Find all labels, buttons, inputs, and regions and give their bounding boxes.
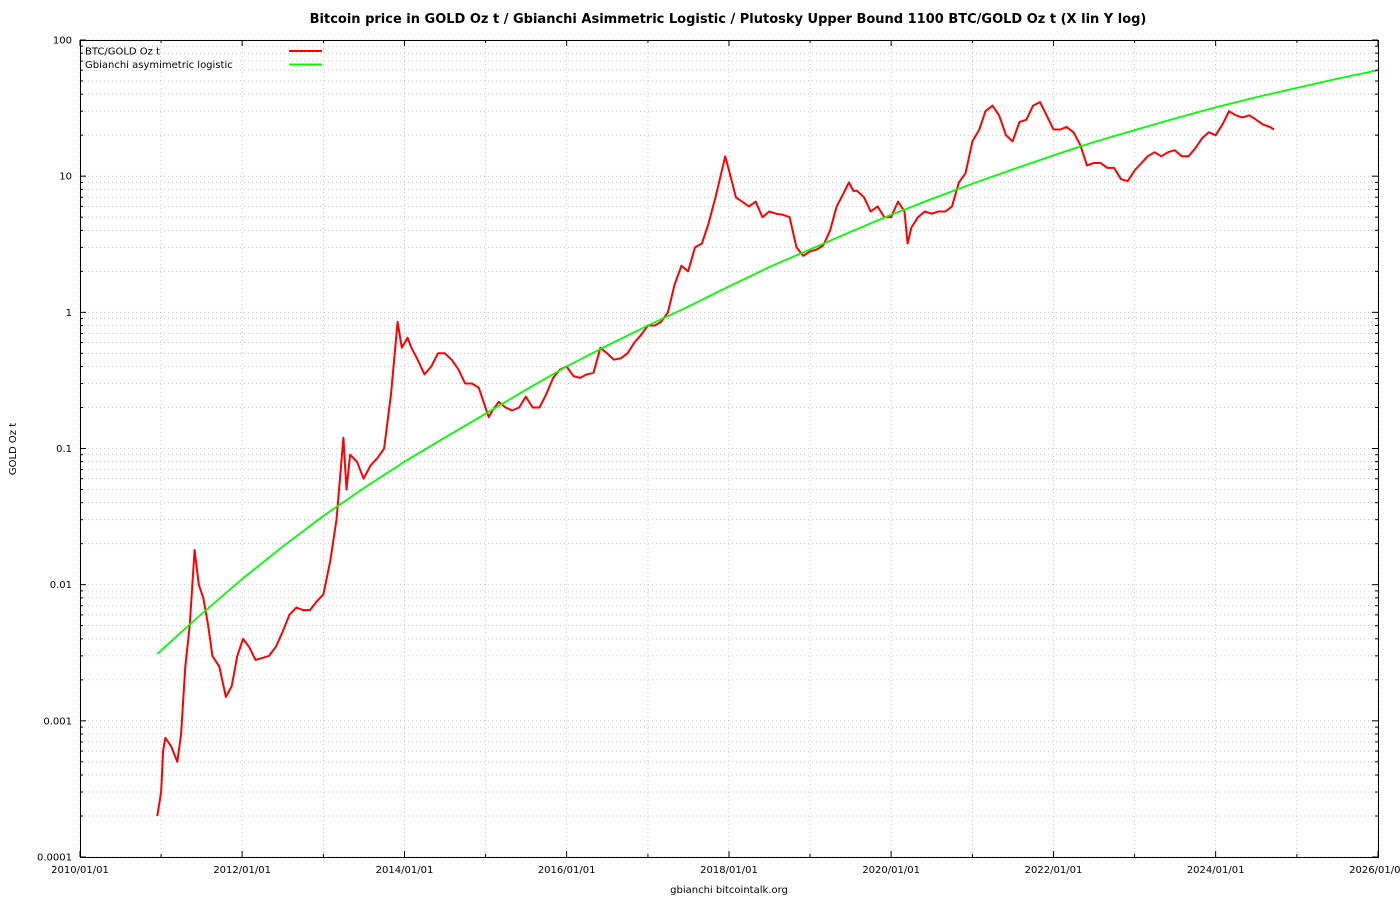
x-tick-label: 2010/01/01 <box>51 865 109 876</box>
legend-label: BTC/GOLD Oz t <box>85 47 160 58</box>
y-axis-label: GOLD Oz t <box>8 423 19 475</box>
x-tick-label: 2016/01/01 <box>538 865 596 876</box>
logistic-series-line <box>156 69 1379 655</box>
y-tick-label: 10 <box>59 172 72 183</box>
y-tick-label: 1 <box>66 308 72 319</box>
x-tick-label: 2022/01/01 <box>1025 865 1083 876</box>
series-layer <box>156 69 1379 817</box>
x-tick-label: 2020/01/01 <box>862 865 920 876</box>
x-axis-label: gbianchi bitcointalk.org <box>670 885 788 896</box>
x-tick-label: 2012/01/01 <box>213 865 271 876</box>
y-tick-labels: 0.0001 0.001 0.01 0.1 1 10 100 <box>37 36 72 864</box>
x-tick-labels: 2010/01/01 2012/01/01 2014/01/01 2016/01/01… <box>51 865 1400 876</box>
y-tick-label: 0.01 <box>50 580 72 591</box>
legend-label: Gbianchi asymimetric logistic <box>85 60 233 71</box>
ticks <box>79 39 1379 858</box>
x-tick-label: 2018/01/01 <box>700 865 758 876</box>
x-tick-label: 2024/01/01 <box>1187 865 1245 876</box>
x-tick-label: 2014/01/01 <box>376 865 434 876</box>
y-tick-label: 0.0001 <box>37 853 72 864</box>
y-tick-label: 0.001 <box>43 716 72 727</box>
chart-title: Bitcoin price in GOLD Oz t / Gbianchi As… <box>310 12 1147 27</box>
plot-frame <box>80 40 1379 858</box>
btc-gold-series-line <box>156 101 1275 817</box>
legend: BTC/GOLD Oz t Gbianchi asymimetric logist… <box>85 47 322 71</box>
y-tick-label: 100 <box>53 36 72 47</box>
grid <box>79 39 1379 858</box>
x-tick-label: 2026/01/01 <box>1349 865 1400 876</box>
y-tick-label: 0.1 <box>56 444 72 455</box>
